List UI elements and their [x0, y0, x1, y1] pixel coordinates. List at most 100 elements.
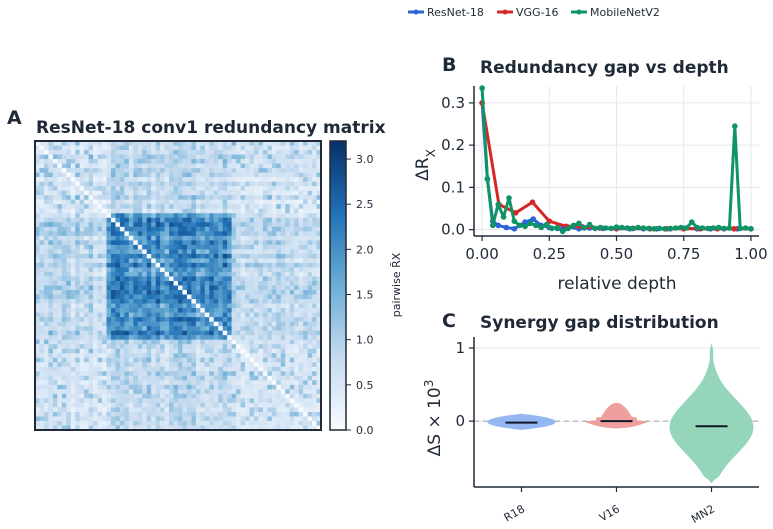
heatmap-cell — [102, 195, 107, 201]
heatmap-cell — [312, 168, 317, 173]
heatmap-cell — [204, 190, 210, 196]
heatmap-cell — [93, 366, 98, 372]
heatmap-cell — [298, 362, 304, 368]
heatmap-cell — [231, 240, 237, 246]
panel-b-ticks: 0.00 0.25 0.50 0.75 1.000.00.10.20.3 — [441, 94, 767, 263]
heatmap-cell — [124, 312, 130, 318]
heatmap-cell — [97, 353, 103, 359]
heatmap-cell — [204, 267, 210, 273]
heatmap-cell — [195, 150, 201, 155]
heatmap-cell — [204, 407, 210, 413]
heatmap-cell — [169, 285, 174, 291]
heatmap-cell — [285, 217, 291, 223]
heatmap-cell — [173, 213, 179, 219]
heatmap-cell — [128, 357, 134, 363]
heatmap-cell — [231, 371, 237, 377]
heatmap-cell — [93, 348, 98, 354]
heatmap-cell — [128, 150, 134, 155]
heatmap-cell — [128, 393, 134, 399]
heatmap-cell — [124, 204, 130, 210]
heatmap-cell — [43, 308, 49, 313]
heatmap-cell — [307, 308, 313, 313]
heatmap-cell — [231, 208, 237, 214]
heatmap-cell — [258, 344, 264, 350]
heatmap-cell — [155, 190, 161, 196]
heatmap-cell — [227, 186, 232, 191]
heatmap-cell — [204, 177, 210, 182]
heatmap-cell — [39, 186, 45, 191]
heatmap-cell — [52, 335, 58, 340]
heatmap-cell — [70, 204, 76, 210]
heatmap-cell — [97, 150, 103, 155]
heatmap-cell — [88, 375, 94, 381]
heatmap-cell — [280, 240, 286, 246]
heatmap-cell — [93, 326, 98, 331]
heatmap-cell — [35, 344, 40, 350]
heatmap-cell — [146, 213, 152, 219]
heatmap-cell — [249, 380, 255, 386]
heatmap-cell — [204, 344, 210, 350]
heatmap-cell — [70, 299, 76, 304]
heatmap-cell — [312, 231, 317, 237]
heatmap-cell — [70, 163, 76, 169]
heatmap-cell — [312, 407, 317, 413]
heatmap-cell — [75, 231, 80, 237]
heatmap-cell — [209, 181, 215, 187]
heatmap-cell — [294, 402, 299, 408]
heatmap-cell — [253, 393, 259, 399]
heatmap-cell — [267, 290, 273, 295]
heatmap-cell — [178, 181, 183, 187]
heatmap-cell — [240, 290, 246, 295]
heatmap-cell — [271, 389, 277, 395]
heatmap-cell — [169, 348, 174, 354]
heatmap-cell — [39, 199, 45, 205]
heatmap-cell — [35, 181, 40, 187]
heatmap-cell — [316, 222, 322, 228]
heatmap-cell — [133, 195, 139, 201]
heatmap-cell — [258, 290, 264, 295]
heatmap-cell — [142, 276, 148, 282]
category-label-v16: V16 — [597, 502, 622, 524]
heatmap-cell — [276, 420, 282, 426]
heatmap-cell — [57, 411, 63, 417]
heatmap-cell — [70, 398, 76, 404]
heatmap-cell — [79, 299, 85, 304]
heatmap-cell — [160, 244, 165, 250]
heatmap-cell — [164, 231, 170, 237]
heatmap-cell — [222, 235, 228, 241]
heatmap-cell — [285, 407, 291, 413]
data-point-mobilenetv2 — [490, 222, 496, 229]
heatmap-cell — [178, 326, 183, 331]
heatmap-cell — [289, 299, 295, 304]
heatmap-cell — [204, 398, 210, 404]
heatmap-cell — [191, 231, 197, 237]
heatmap-cell — [133, 425, 139, 431]
heatmap-cell — [119, 384, 125, 390]
heatmap-cell — [146, 253, 152, 259]
heatmap-cell — [227, 141, 232, 146]
heatmap-cell — [303, 141, 308, 146]
heatmap-cell — [97, 312, 103, 318]
heatmap-cell — [276, 299, 282, 304]
heatmap-cell — [182, 141, 188, 146]
heatmap-cell — [245, 181, 250, 187]
heatmap-cell — [137, 208, 143, 214]
heatmap-cell — [200, 159, 206, 164]
heatmap-cell — [285, 362, 291, 368]
heatmap-cell — [88, 213, 94, 219]
heatmap-cell — [182, 335, 188, 340]
heatmap-cell — [124, 262, 130, 268]
heatmap-cell — [222, 276, 228, 282]
heatmap-cell — [178, 168, 183, 173]
heatmap-cell — [164, 213, 170, 219]
heatmap-cell — [88, 150, 94, 155]
heatmap-cell — [227, 276, 232, 282]
heatmap-cell — [70, 217, 76, 223]
heatmap-cell — [142, 362, 148, 368]
heatmap-cell — [102, 375, 107, 381]
heatmap-cell — [280, 141, 286, 146]
heatmap-cell — [66, 240, 72, 246]
heatmap-cell — [151, 326, 156, 331]
data-point-resnet18 — [503, 224, 510, 231]
heatmap-cell — [195, 258, 201, 264]
